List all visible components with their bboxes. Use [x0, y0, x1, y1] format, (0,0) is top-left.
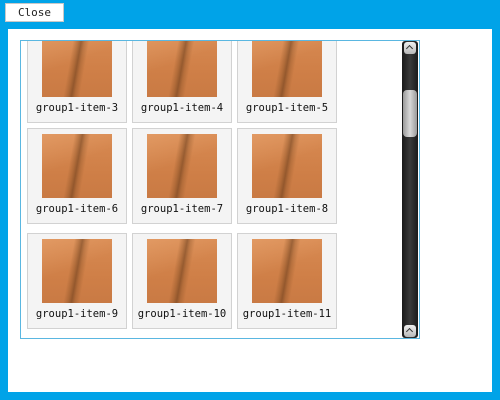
- item-thumbnail: [147, 239, 217, 303]
- gallery-item[interactable]: group1-item-4: [132, 41, 232, 123]
- item-label: group1-item-3: [35, 102, 119, 114]
- vertical-scrollbar[interactable]: [402, 41, 418, 338]
- chevron-up-icon[interactable]: [404, 42, 416, 54]
- item-thumbnail: [42, 134, 112, 198]
- gallery-item[interactable]: group1-item-6: [27, 128, 127, 224]
- item-label: group1-item-5: [245, 102, 329, 114]
- item-label: group1-item-10: [137, 308, 227, 320]
- gallery-item[interactable]: group1-item-11: [237, 233, 337, 329]
- item-label: group1-item-6: [35, 203, 119, 215]
- gallery-item[interactable]: group1-item-5: [237, 41, 337, 123]
- item-thumbnail: [147, 134, 217, 198]
- item-label: group1-item-11: [242, 308, 332, 320]
- gallery-viewport: group1-item-3 group1-item-4 group1-item-…: [20, 40, 420, 339]
- item-thumbnail: [252, 134, 322, 198]
- item-label: group1-item-4: [140, 102, 224, 114]
- item-label: group1-item-8: [245, 203, 329, 215]
- item-thumbnail: [42, 41, 112, 97]
- item-thumbnail: [42, 239, 112, 303]
- scrollbar-thumb[interactable]: [403, 90, 417, 137]
- item-thumbnail: [147, 41, 217, 97]
- gallery-item[interactable]: group1-item-10: [132, 233, 232, 329]
- gallery-item[interactable]: group1-item-8: [237, 128, 337, 224]
- item-label: group1-item-9: [35, 308, 119, 320]
- gallery-item[interactable]: group1-item-3: [27, 41, 127, 123]
- close-button[interactable]: Close: [5, 3, 64, 22]
- chevron-up-icon[interactable]: [404, 325, 416, 337]
- item-thumbnail: [252, 239, 322, 303]
- gallery-item[interactable]: group1-item-9: [27, 233, 127, 329]
- item-thumbnail: [252, 41, 322, 97]
- gallery-item[interactable]: group1-item-7: [132, 128, 232, 224]
- item-label: group1-item-7: [140, 203, 224, 215]
